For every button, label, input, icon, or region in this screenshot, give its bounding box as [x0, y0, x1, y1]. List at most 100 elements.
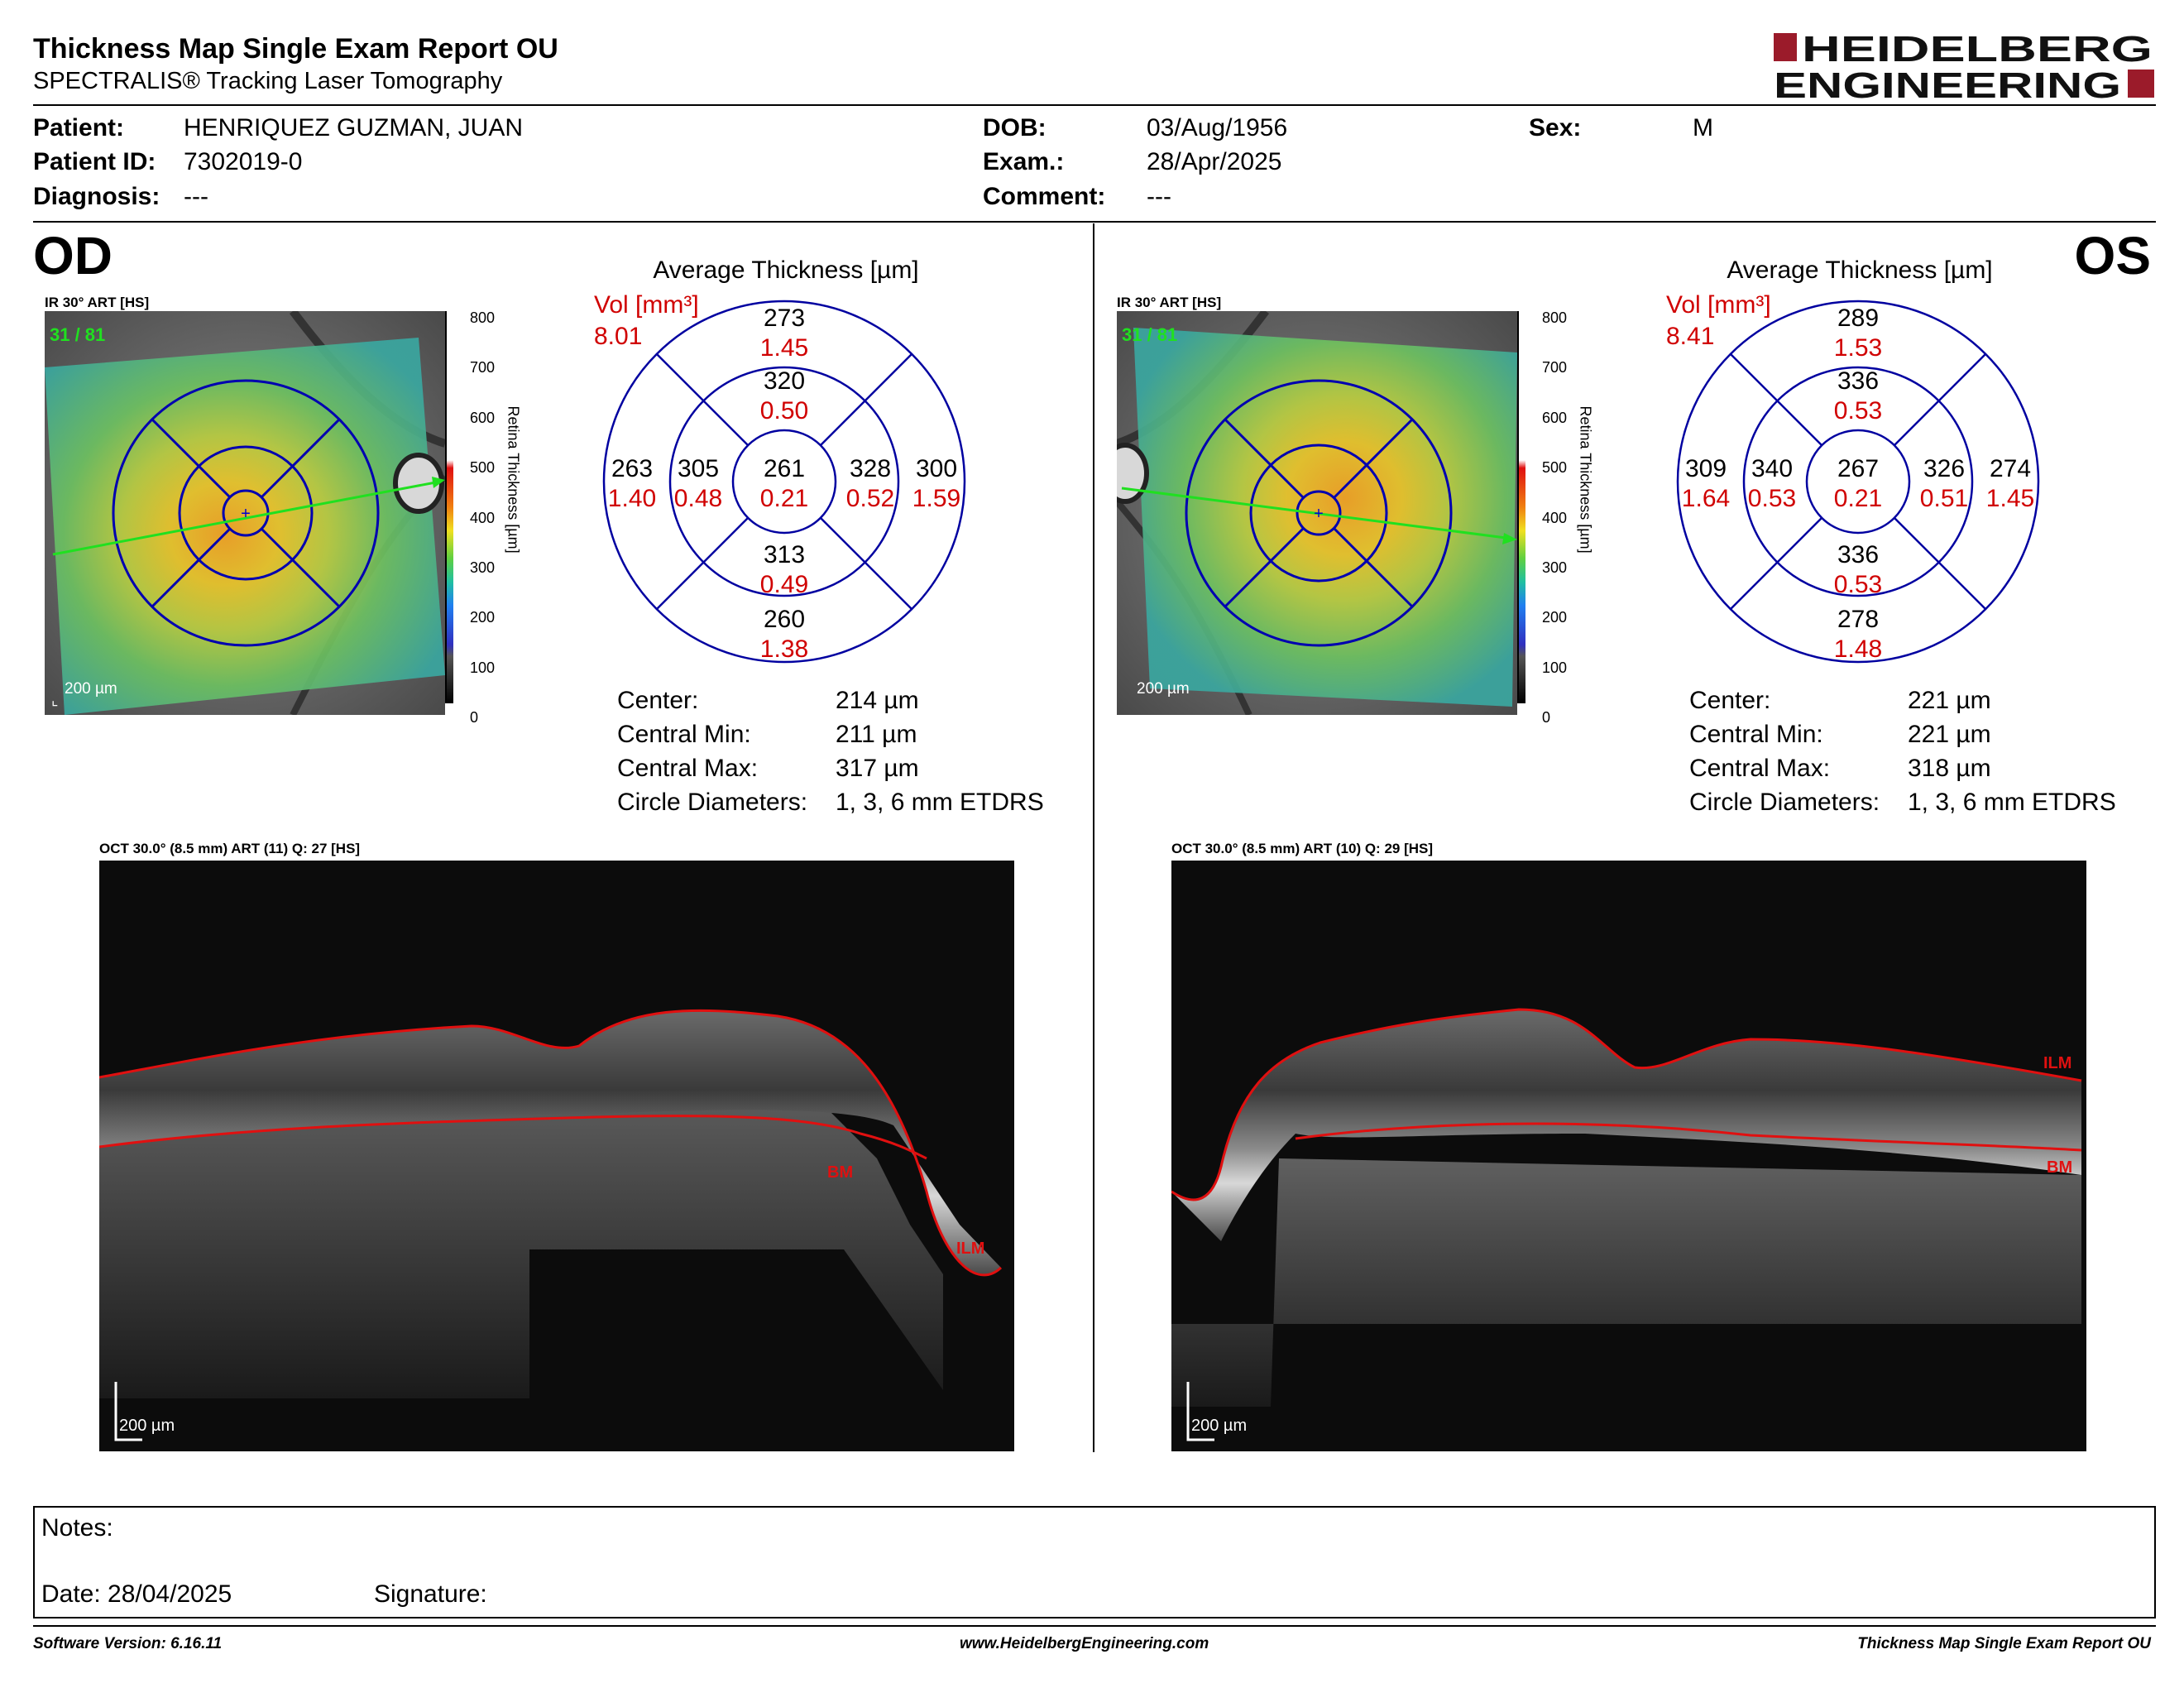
- os-center-volume: 0.21: [1834, 485, 1882, 512]
- header-divider: [33, 104, 2156, 106]
- od-grid-title: Average Thickness [µm]: [653, 257, 919, 284]
- od-stat-value: 1, 3, 6 mm ETDRS: [836, 789, 1044, 816]
- comment-label: Comment:: [983, 183, 1106, 210]
- os-inner-left-volume: 0.53: [1748, 485, 1796, 512]
- od-outer-left-thickness: 263: [611, 455, 653, 482]
- os-fundus-image: + 31 / 81 200 µm: [1117, 311, 1517, 715]
- os-oct-bscan: ILM BM 200 µm: [1171, 861, 2086, 1451]
- od-inner-right-volume: 0.52: [846, 485, 894, 512]
- od-fundus-image: + ⌞ 31 / 81 200 µm: [45, 311, 445, 715]
- os-fundus-scale: 200 µm: [1137, 680, 1190, 698]
- od-oct-bscan: BM ILM 200 µm: [99, 861, 1014, 1451]
- patient-label: Patient:: [33, 114, 125, 141]
- os-bm-label: BM: [2047, 1158, 2073, 1177]
- os-colorbar-ticks: 800 700 600 500 400 300 200 100 0: [1542, 309, 1568, 727]
- footer-website-link[interactable]: www.HeidelbergEngineering.com: [960, 1635, 1209, 1652]
- os-grid-title: Average Thickness [µm]: [1727, 257, 1993, 284]
- signature-label[interactable]: Signature:: [374, 1580, 487, 1608]
- exam-label: Exam.:: [983, 148, 1065, 175]
- os-inner-right-volume: 0.51: [1920, 485, 1968, 512]
- exam-date: 28/Apr/2025: [1147, 148, 1282, 175]
- svg-text:+: +: [241, 505, 251, 523]
- patient-id: 7302019-0: [184, 148, 303, 175]
- od-inner-sup-volume: 0.50: [760, 397, 808, 424]
- od-outer-inf-thickness: 260: [764, 606, 805, 633]
- od-outer-inf-volume: 1.38: [760, 635, 808, 663]
- os-center-thickness: 267: [1837, 455, 1879, 482]
- od-outer-left-volume: 1.40: [608, 485, 656, 512]
- od-colorbar-title: Retina Thickness [µm]: [505, 405, 522, 554]
- od-eye-label: OD: [33, 226, 113, 285]
- os-inner-right-thickness: 326: [1923, 455, 1965, 482]
- od-ir-label: IR 30° ART [HS]: [45, 295, 150, 310]
- logo-line2: ENGINEERING: [1774, 65, 2121, 101]
- os-stat-value: 1, 3, 6 mm ETDRS: [1908, 789, 2116, 816]
- sex-label: Sex:: [1529, 114, 1582, 141]
- od-oct-scale: 200 µm: [119, 1417, 175, 1435]
- os-etdrs-grid: 289 1.53 336 0.53 309 1.64 340 0.53 267 …: [1676, 300, 2040, 664]
- os-outer-left-volume: 1.64: [1682, 485, 1730, 512]
- sex-value: M: [1693, 114, 1713, 141]
- od-inner-right-thickness: 328: [850, 455, 891, 482]
- od-frame-count: 31 / 81: [50, 324, 106, 345]
- od-stat-label: Center:: [617, 687, 699, 714]
- diagnosis-value: ---: [184, 183, 208, 210]
- patient-name: HENRIQUEZ GUZMAN, JUAN: [184, 114, 524, 141]
- svg-text:⌞: ⌞: [51, 692, 58, 708]
- od-outer-right-volume: 1.59: [912, 485, 960, 512]
- footer-software-version: Software Version: 6.16.11: [33, 1635, 223, 1652]
- os-inner-left-thickness: 340: [1751, 455, 1793, 482]
- od-stat-label: Central Min:: [617, 721, 751, 748]
- os-stats-values: 221 µm 221 µm 318 µm 1, 3, 6 mm ETDRS: [1908, 687, 2116, 822]
- od-stat-value: 317 µm: [836, 755, 919, 782]
- os-ir-label: IR 30° ART [HS]: [1117, 295, 1222, 310]
- od-stat-label: Circle Diameters:: [617, 789, 808, 816]
- od-inner-inf-volume: 0.49: [760, 571, 808, 598]
- od-ilm-label: ILM: [956, 1240, 985, 1258]
- patient-id-label: Patient ID:: [33, 148, 156, 175]
- os-inner-inf-thickness: 336: [1837, 541, 1879, 568]
- od-colorbar-ticks: 800 700 600 500 400 300 200 100 0: [470, 309, 496, 727]
- od-outer-sup-volume: 1.45: [760, 334, 808, 362]
- os-stat-label: Central Min:: [1689, 721, 1823, 748]
- os-inner-sup-volume: 0.53: [1834, 397, 1882, 424]
- od-outer-right-thickness: 300: [916, 455, 957, 482]
- od-stat-value: 211 µm: [836, 721, 917, 748]
- notes-label: Notes:: [41, 1514, 113, 1542]
- od-etdrs-grid: 273 1.45 320 0.50 263 1.40 305 0.48 261 …: [602, 300, 966, 664]
- comment-value: ---: [1147, 183, 1171, 210]
- od-center-thickness: 261: [764, 455, 805, 482]
- report-title: Thickness Map Single Exam Report OU: [33, 33, 558, 65]
- od-colorbar: [445, 311, 453, 703]
- od-stats-values: 214 µm 211 µm 317 µm 1, 3, 6 mm ETDRS: [836, 687, 1044, 822]
- os-inner-inf-volume: 0.53: [1834, 571, 1882, 598]
- od-fundus-scale: 200 µm: [65, 680, 117, 698]
- os-outer-right-volume: 1.45: [1986, 485, 2034, 512]
- od-oct-label: OCT 30.0° (8.5 mm) ART (11) Q: 27 [HS]: [99, 841, 361, 856]
- os-outer-inf-thickness: 278: [1837, 606, 1879, 633]
- os-oct-scale: 200 µm: [1191, 1417, 1248, 1435]
- os-stats-labels: Center: Central Min: Central Max: Circle…: [1689, 687, 1880, 822]
- od-inner-inf-thickness: 313: [764, 541, 805, 568]
- heidelberg-logo: HEIDELBERG ENGINEERING: [1774, 31, 2154, 101]
- os-outer-inf-volume: 1.48: [1834, 635, 1882, 663]
- date-label: Date: 28/04/2025: [41, 1580, 232, 1608]
- od-stats-labels: Center: Central Min: Central Max: Circle…: [617, 687, 807, 822]
- od-vol-label: Vol [mm³]: [594, 291, 699, 319]
- os-inner-sup-thickness: 336: [1837, 367, 1879, 395]
- os-stat-value: 221 µm: [1908, 721, 1991, 748]
- os-oct-label: OCT 30.0° (8.5 mm) ART (10) Q: 29 [HS]: [1171, 841, 1434, 856]
- footer-divider: [33, 1625, 2156, 1627]
- od-inner-sup-thickness: 320: [764, 367, 805, 395]
- os-stat-value: 318 µm: [1908, 755, 1991, 782]
- notes-box: Notes: Date: 28/04/2025 Signature:: [33, 1506, 2156, 1618]
- od-stat-value: 214 µm: [836, 687, 919, 714]
- od-bm-label: BM: [827, 1163, 854, 1182]
- od-vol-total: 8.01: [594, 323, 643, 350]
- os-stat-label: Center:: [1689, 687, 1771, 714]
- report-subtitle: SPECTRALIS® Tracking Laser Tomography: [33, 68, 503, 94]
- patient-divider: [33, 221, 2156, 223]
- footer-report-name: Thickness Map Single Exam Report OU: [1857, 1635, 2151, 1652]
- os-stat-label: Circle Diameters:: [1689, 789, 1880, 816]
- os-eye-label: OS: [2074, 226, 2151, 285]
